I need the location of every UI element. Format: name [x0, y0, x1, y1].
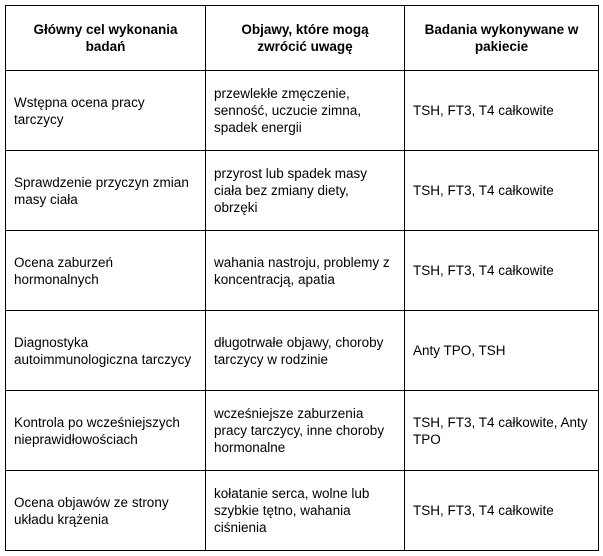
table-row: Ocena objawów ze strony układu krążenia k… — [5, 470, 599, 551]
header-cell: Objawy, które mogą zwrócić uwagę — [205, 5, 405, 71]
table-cell: TSH, FT3, T4 całkowite — [404, 470, 599, 551]
table-cell: przewlekłe zmęczenie, senność, uczucie z… — [205, 70, 405, 151]
table-cell: wahania nastroju, problemy z koncentracj… — [205, 230, 405, 311]
header-cell: Główny cel wykonania badań — [5, 5, 206, 71]
table: Główny cel wykonania badań Objawy, które … — [5, 5, 599, 551]
table-cell: przyrost lub spadek masy ciała bez zmian… — [205, 150, 405, 231]
header-row: Główny cel wykonania badań Objawy, które … — [5, 5, 599, 71]
header-cell: Badania wykonywane w pakiecie — [404, 5, 599, 71]
table-cell: Diagnostyka autoimmunologiczna tarczycy — [5, 310, 206, 391]
table-row: Kontrola po wcześniejszych nieprawidłowo… — [5, 390, 599, 471]
table-cell: Kontrola po wcześniejszych nieprawidłowo… — [5, 390, 206, 471]
table-cell: TSH, FT3, T4 całkowite, Anty TPO — [404, 390, 599, 471]
table-cell: Anty TPO, TSH — [404, 310, 599, 391]
table-cell: Wstępna ocena pracy tarczycy — [5, 70, 206, 151]
table-row: Wstępna ocena pracy tarczycy przewlekłe z… — [5, 70, 599, 151]
table-cell: Sprawdzenie przyczyn zmian masy ciała — [5, 150, 206, 231]
table-cell: Ocena zaburzeń hormonalnych — [5, 230, 206, 311]
table-cell: długotrwałe objawy, choroby tarczycy w r… — [205, 310, 405, 391]
table-body: Wstępna ocena pracy tarczycy przewlekłe z… — [5, 70, 599, 551]
table-cell: TSH, FT3, T4 całkowite — [404, 70, 599, 151]
table-row: Sprawdzenie przyczyn zmian masy ciała prz… — [5, 150, 599, 231]
table-cell: TSH, FT3, T4 całkowite — [404, 230, 599, 311]
table-row: Diagnostyka autoimmunologiczna tarczycy d… — [5, 310, 599, 391]
table-cell: wcześniejsze zaburzenia pracy tarczycy, … — [205, 390, 405, 471]
table-cell: TSH, FT3, T4 całkowite — [404, 150, 599, 231]
table-row: Ocena zaburzeń hormonalnych wahania nastr… — [5, 230, 599, 311]
table-cell: Ocena objawów ze strony układu krążenia — [5, 470, 206, 551]
table-cell: kołatanie serca, wolne lub szybkie tętno… — [205, 470, 405, 551]
